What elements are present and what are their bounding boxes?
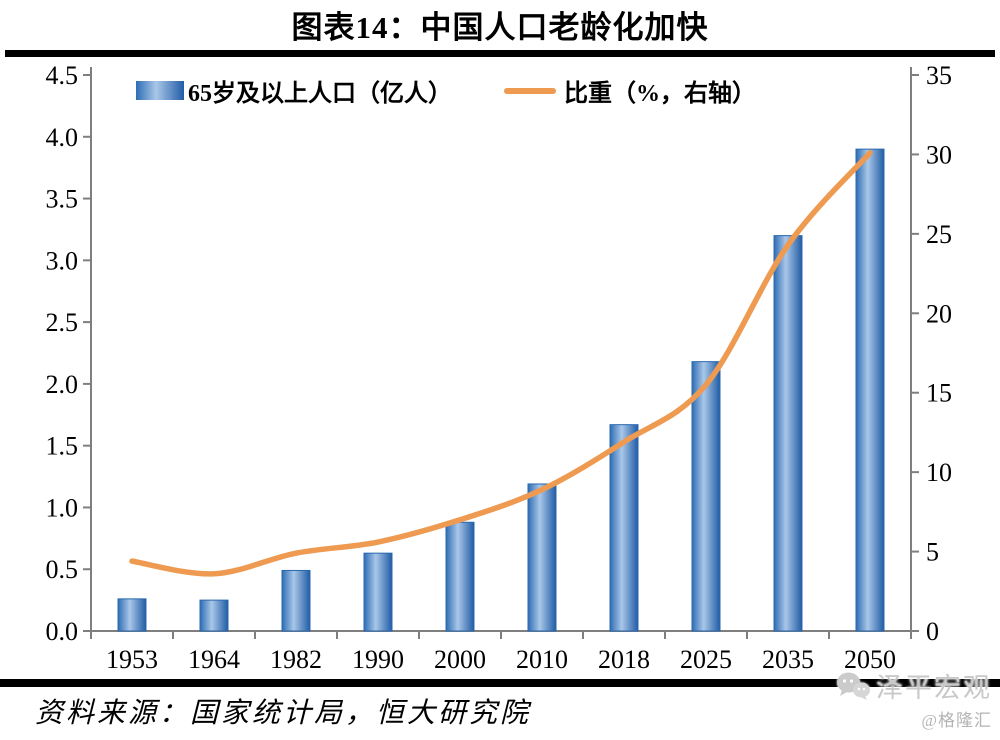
line-series-label: 比重（%，右轴） <box>564 81 756 107</box>
watermark: 泽平宏观 @格隆汇 <box>835 666 992 731</box>
chat-bubbles-icon <box>837 672 870 700</box>
svg-text:3.0: 3.0 <box>46 246 79 275</box>
svg-text:2000: 2000 <box>434 645 486 674</box>
svg-text:2050: 2050 <box>844 645 896 674</box>
svg-text:5: 5 <box>926 538 939 567</box>
svg-text:2.0: 2.0 <box>46 370 79 399</box>
svg-text:1964: 1964 <box>188 645 240 674</box>
chart-title: 图表14：中国人口老龄化加快 <box>291 10 709 45</box>
svg-text:0.0: 0.0 <box>46 617 79 646</box>
svg-text:1.0: 1.0 <box>46 493 79 522</box>
line-series-swatch <box>504 87 556 94</box>
svg-text:2025: 2025 <box>680 645 732 674</box>
svg-text:0: 0 <box>926 617 939 646</box>
svg-text:2.5: 2.5 <box>46 308 79 337</box>
svg-text:2018: 2018 <box>598 645 650 674</box>
legend-item-population: 65岁及以上人口（亿人） <box>136 73 452 108</box>
svg-text:1.5: 1.5 <box>46 432 79 461</box>
bar-series-swatch <box>136 81 184 100</box>
source-note: 资料来源：国家统计局，恒大研究院 <box>35 698 532 729</box>
svg-text:4.5: 4.5 <box>46 61 79 90</box>
svg-text:2010: 2010 <box>516 645 568 674</box>
svg-text:30: 30 <box>926 140 952 169</box>
svg-text:1982: 1982 <box>270 645 322 674</box>
svg-text:4.0: 4.0 <box>46 123 79 152</box>
svg-text:25: 25 <box>926 220 952 249</box>
watermark-handle: @格隆汇 <box>921 711 992 730</box>
legend-item-share: 比重（%，右轴） <box>504 73 756 108</box>
bar-series-label: 65岁及以上人口（亿人） <box>188 81 452 107</box>
svg-text:0.5: 0.5 <box>46 555 79 584</box>
svg-text:3.5: 3.5 <box>46 185 79 214</box>
combo-chart-canvas: 0.00.51.01.52.02.53.03.54.04.50510152025… <box>46 61 953 674</box>
chart-legend: 65岁及以上人口（亿人） 比重（%，右轴） <box>136 73 756 108</box>
svg-text:15: 15 <box>926 379 952 408</box>
svg-text:20: 20 <box>926 299 952 328</box>
svg-text:35: 35 <box>926 61 952 90</box>
chart-area: 0.0 0.5 1.0 1.5 2.0 2.5 3.0 3.5 4.0 4.5 0 5 10 15 20 25… <box>0 57 1000 679</box>
svg-text:2035: 2035 <box>762 645 814 674</box>
bottom-divider <box>0 679 1000 687</box>
svg-text:1953: 1953 <box>106 645 158 674</box>
svg-text:1990: 1990 <box>352 645 404 674</box>
watermark-text: 泽平宏观 <box>876 673 992 703</box>
top-divider <box>5 50 995 57</box>
svg-text:10: 10 <box>926 458 952 487</box>
